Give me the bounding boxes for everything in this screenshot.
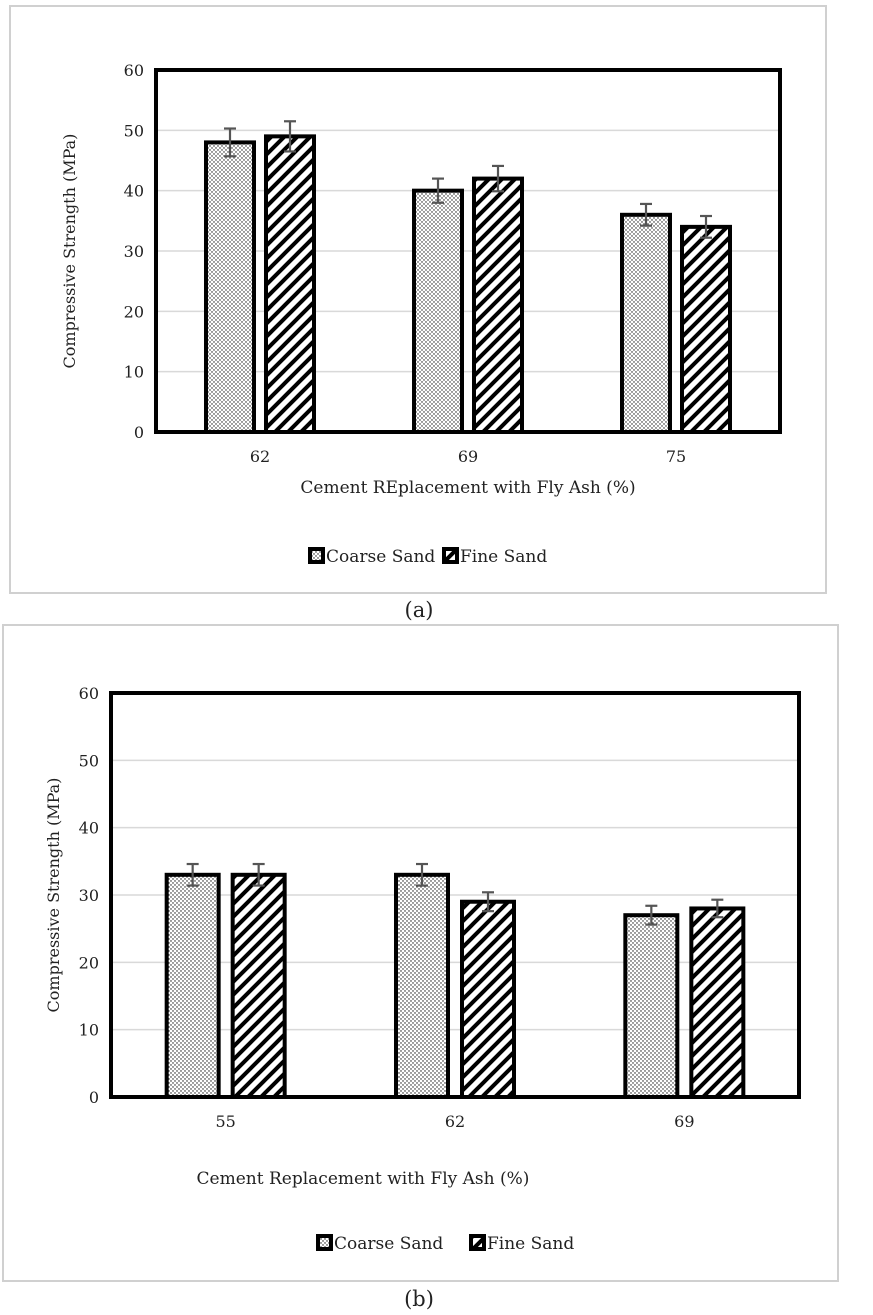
y-tick-label: 20 [124,302,144,321]
caption-a: (a) [404,598,434,622]
bar [689,906,746,1100]
y-tick-label: 0 [134,423,144,442]
bar [264,134,316,434]
error-bar [640,202,652,227]
error-bar [482,891,494,913]
chart-b: 0 10 20 30 40 50 60 55 62 69 Cement Replacement wi… [44,684,801,1254]
error-bar [492,164,504,193]
y-tick-label: 30 [79,886,99,905]
legend-swatch [308,547,325,564]
bar [623,913,680,1100]
bar [164,872,221,1099]
bar [230,872,287,1099]
x-axis-title: Cement Replacement with Fly Ash (%) [197,1169,530,1189]
error-bar [186,862,199,887]
x-tick-label: 62 [445,1112,465,1131]
y-tick-label: 20 [79,953,99,972]
legend-label: Coarse Sand [326,547,435,567]
y-tick-label: 10 [79,1021,99,1040]
y-tick-label: 10 [124,363,144,382]
legend-label: Fine Sand [487,1234,574,1254]
y-tick-label: 40 [124,182,144,201]
y-tick-label: 30 [124,242,144,261]
error-bar [284,120,296,153]
y-tick-label: 60 [124,61,144,80]
chart-a: 0 10 20 30 40 50 60 62 69 75 Cement REplacement wi… [60,61,782,567]
bar [472,176,524,434]
error-bar [252,862,265,887]
legend-swatch [442,547,459,564]
bar [412,188,464,434]
error-bar [645,904,658,926]
bar [394,872,450,1099]
bar [680,224,732,434]
y-axis-title: Compressive Strength (MPa) [44,778,63,1013]
legend-label: Fine Sand [460,547,547,567]
x-tick-label: 69 [674,1112,694,1131]
y-tick-label: 50 [124,121,144,140]
error-bar [432,177,444,204]
y-tick-label: 40 [79,819,99,838]
y-tick-label: 0 [89,1088,99,1107]
x-tick-label: 75 [666,447,686,466]
y-tick-label: 50 [79,751,99,770]
x-axis-title: Cement REplacement with Fly Ash (%) [300,478,635,498]
y-tick-label: 60 [79,684,99,703]
bar [204,140,256,434]
chart-panel-a: 0 10 20 30 40 50 60 62 69 75 Cement REplacement wi… [9,5,827,594]
x-tick-label: 55 [215,1112,235,1131]
legend-swatch [469,1234,486,1251]
x-tick-label: 69 [458,447,478,466]
caption-b: (b) [404,1287,434,1311]
y-axis-title: Compressive Strength (MPa) [60,134,79,369]
error-bar [224,127,236,158]
bar [620,212,672,434]
legend-swatch [316,1234,333,1251]
error-bar [416,862,428,887]
bar [460,899,516,1099]
chart-panel-b: 0 10 20 30 40 50 60 55 62 69 Cement Replacement wi… [2,624,839,1282]
x-tick-label: 62 [250,447,270,466]
error-bar [700,214,712,239]
error-bar [711,898,724,919]
legend-label: Coarse Sand [334,1234,443,1254]
